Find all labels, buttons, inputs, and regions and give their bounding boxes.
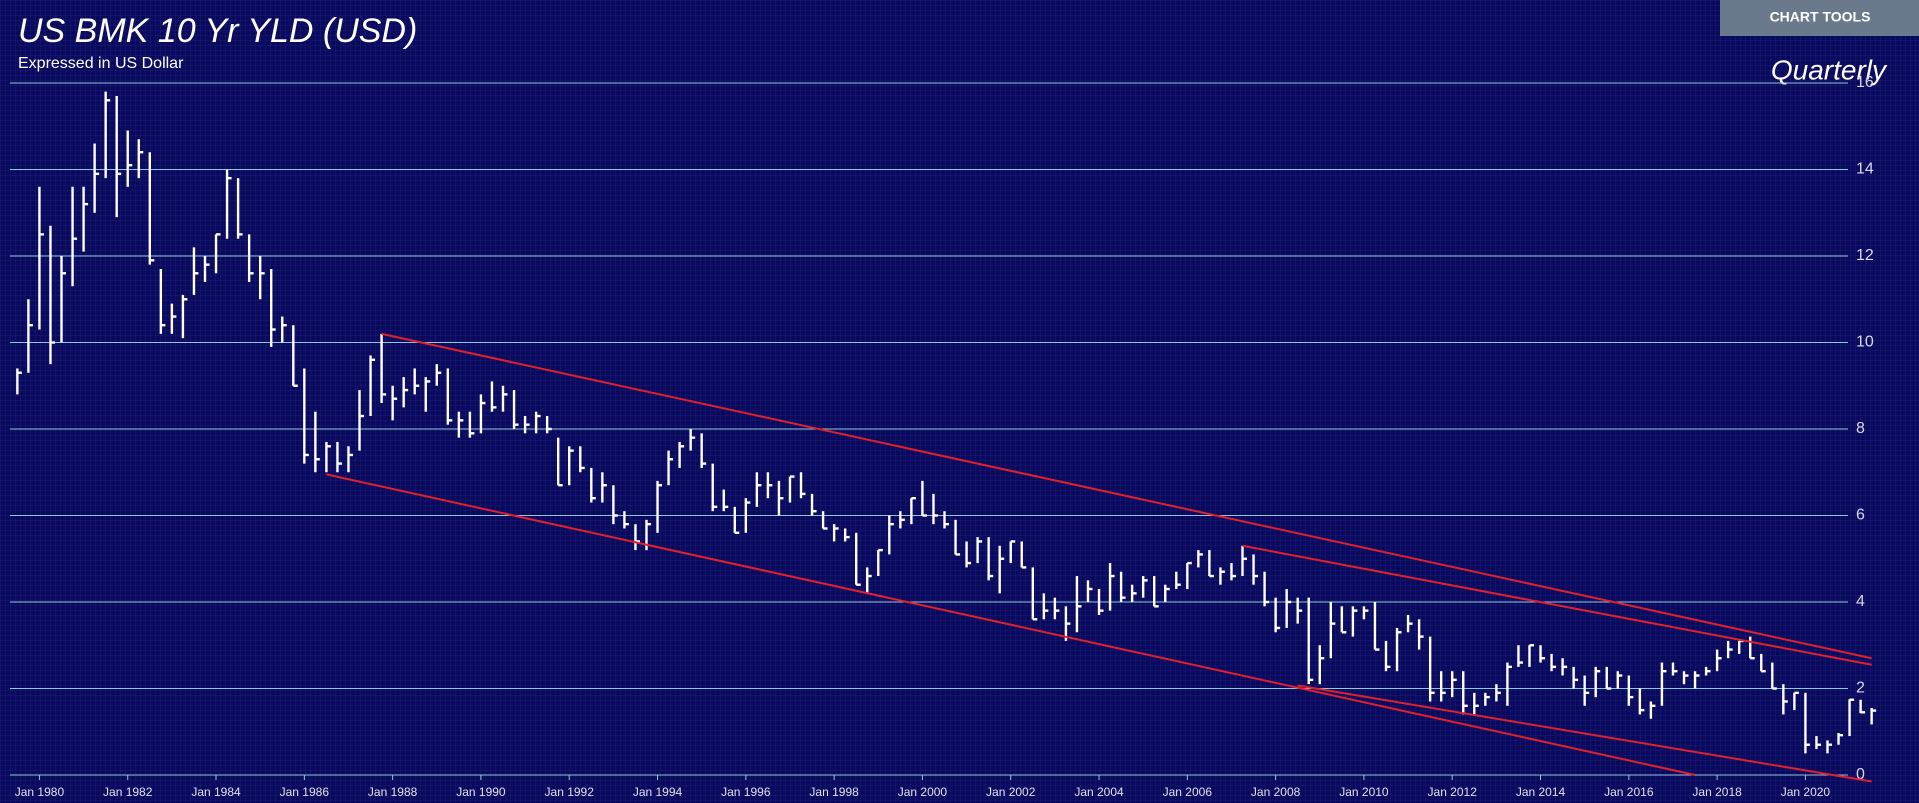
- x-tick-label: Jan 2010: [1339, 785, 1389, 799]
- x-tick-label: Jan 2012: [1428, 785, 1478, 799]
- x-tick-label: Jan 1986: [280, 785, 330, 799]
- y-tick-label: 12: [1856, 247, 1874, 264]
- button-background[interactable]: [1720, 0, 1919, 36]
- chart-tools-button[interactable]: CHART TOOLS: [1720, 0, 1919, 36]
- x-tick-label: Jan 2000: [898, 785, 948, 799]
- y-tick-label: 10: [1856, 334, 1874, 351]
- x-tick-label: Jan 2020: [1781, 785, 1831, 799]
- x-tick-label: Jan 2004: [1074, 785, 1124, 799]
- y-tick-label: 14: [1856, 161, 1874, 178]
- y-tick-label: 2: [1856, 680, 1865, 697]
- y-tick-label: 0: [1856, 766, 1865, 783]
- trendline: [1242, 544, 1872, 666]
- x-tick-label: Jan 2006: [1163, 785, 1213, 799]
- x-tick-label: Jan 2002: [986, 785, 1036, 799]
- y-tick-label: 4: [1856, 593, 1865, 610]
- trendline: [381, 332, 1872, 660]
- x-tick-label: Jan 1998: [809, 785, 859, 799]
- x-tick-label: Jan 2008: [1251, 785, 1301, 799]
- x-tick-label: Jan 1990: [456, 785, 506, 799]
- button-label[interactable]: CHART TOOLS: [1770, 9, 1871, 25]
- chart-subtitle: Expressed in US Dollar: [18, 55, 184, 72]
- trendline: [1297, 684, 1872, 783]
- x-tick-label: Jan 1980: [15, 785, 65, 799]
- x-tick-label: Jan 1984: [191, 785, 241, 799]
- x-tick-label: Jan 2016: [1604, 785, 1654, 799]
- y-tick-label: 6: [1856, 507, 1865, 524]
- chart-title: US BMK 10 Yr YLD (USD): [18, 12, 417, 50]
- x-tick-label: Jan 1994: [633, 785, 683, 799]
- x-tick-label: Jan 1982: [103, 785, 153, 799]
- trendline: [326, 473, 1696, 776]
- y-tick-label: 8: [1856, 420, 1865, 437]
- x-tick-label: Jan 2014: [1516, 785, 1566, 799]
- frequency-label: Quarterly: [1771, 54, 1888, 85]
- x-tick-label: Jan 1988: [368, 785, 418, 799]
- x-tick-label: Jan 1996: [721, 785, 771, 799]
- y-tick-label: 16: [1856, 74, 1874, 91]
- x-tick-label: Jan 1992: [545, 785, 595, 799]
- x-tick-label: Jan 2018: [1692, 785, 1742, 799]
